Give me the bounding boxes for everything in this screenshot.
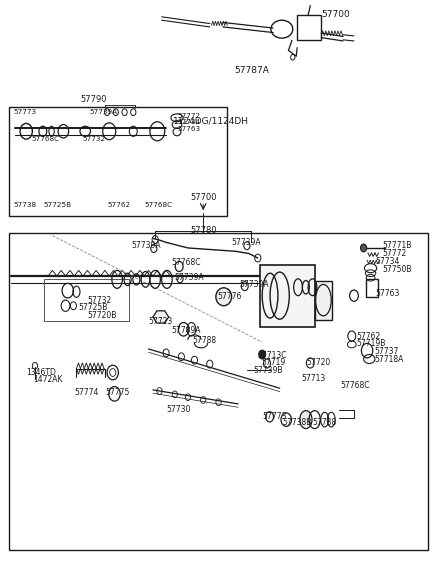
Text: 57739A: 57739A	[90, 109, 118, 115]
Text: 57776: 57776	[218, 292, 242, 301]
Text: 57775: 57775	[105, 388, 129, 397]
Text: 57772: 57772	[382, 249, 406, 257]
Text: 57768C: 57768C	[31, 136, 59, 142]
Text: 57789A: 57789A	[172, 326, 201, 335]
Text: 57768C: 57768C	[340, 381, 370, 390]
Text: 57739A: 57739A	[232, 238, 261, 247]
Text: 57773: 57773	[13, 109, 36, 115]
Bar	[260, 265, 315, 327]
Text: 57725B: 57725B	[79, 303, 108, 312]
Text: 57787A: 57787A	[234, 66, 269, 75]
Text: 57773: 57773	[262, 412, 287, 421]
Ellipse shape	[259, 350, 266, 359]
Text: 57768C: 57768C	[172, 258, 201, 267]
Text: 57730: 57730	[166, 405, 191, 414]
Text: 57762: 57762	[356, 332, 380, 341]
Text: 57732: 57732	[87, 296, 111, 305]
Text: 57713: 57713	[302, 374, 326, 383]
Text: 57739A: 57739A	[239, 280, 269, 289]
Text: 57774: 57774	[74, 388, 99, 397]
Text: 57718A: 57718A	[375, 355, 404, 364]
Text: 57720: 57720	[306, 358, 330, 367]
Text: 57734: 57734	[376, 257, 400, 266]
Bar	[366, 279, 378, 297]
Bar	[44, 279, 129, 321]
Bar	[297, 15, 321, 40]
Text: 57719: 57719	[261, 358, 285, 367]
Text: 57739A: 57739A	[175, 273, 205, 282]
Text: 57738: 57738	[13, 202, 36, 208]
Text: 57763: 57763	[177, 126, 200, 132]
Bar	[315, 280, 332, 320]
Ellipse shape	[300, 411, 312, 429]
Text: 57700: 57700	[321, 10, 350, 19]
Text: 57750B: 57750B	[382, 265, 412, 274]
Bar	[9, 107, 227, 216]
Text: 57762: 57762	[107, 202, 130, 208]
Text: 57780: 57780	[190, 226, 216, 234]
Text: 57700: 57700	[190, 193, 216, 202]
Text: 1124DG/1124DH: 1124DG/1124DH	[173, 116, 249, 125]
Ellipse shape	[216, 288, 232, 306]
Text: 57788: 57788	[193, 336, 217, 345]
Text: 1346TD: 1346TD	[26, 368, 56, 377]
Ellipse shape	[361, 244, 367, 252]
Text: 57734: 57734	[177, 119, 200, 125]
Text: 57763: 57763	[376, 289, 400, 298]
Text: 57723: 57723	[149, 317, 173, 326]
Text: 57719B: 57719B	[356, 339, 385, 348]
Text: 1472AK: 1472AK	[33, 375, 62, 384]
Text: 57739A: 57739A	[131, 241, 161, 250]
Text: 57737: 57737	[375, 347, 399, 356]
Text: 57720B: 57720B	[87, 311, 117, 320]
Text: 57790: 57790	[81, 95, 107, 104]
Text: 57738B: 57738B	[283, 419, 312, 427]
Text: 57725B: 57725B	[44, 202, 72, 208]
Bar	[9, 233, 428, 550]
Text: 57732: 57732	[82, 136, 105, 142]
Text: 57739B: 57739B	[253, 366, 283, 375]
Text: 57738: 57738	[312, 419, 336, 427]
Text: 57771B: 57771B	[382, 241, 412, 250]
Polygon shape	[153, 311, 169, 323]
Text: 57772: 57772	[177, 113, 200, 119]
Text: 57768C: 57768C	[144, 202, 172, 208]
Text: 57713C: 57713C	[257, 351, 287, 360]
